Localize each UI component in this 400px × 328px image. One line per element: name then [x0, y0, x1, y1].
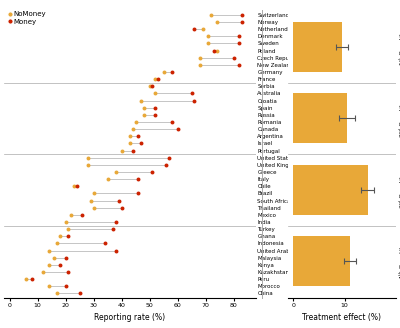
Point — [68, 212, 74, 217]
Point — [236, 41, 242, 46]
Point — [160, 70, 167, 75]
Point — [46, 248, 52, 253]
Point — [200, 27, 206, 32]
Point — [197, 55, 203, 60]
Point — [116, 198, 122, 203]
X-axis label: Reporting rate (%): Reporting rate (%) — [94, 313, 166, 322]
Point — [239, 12, 245, 17]
Point — [65, 269, 72, 275]
Point — [65, 234, 72, 239]
Point — [118, 148, 125, 153]
Point — [113, 169, 119, 174]
Point — [118, 205, 125, 210]
Point — [65, 227, 72, 232]
Point — [138, 98, 144, 103]
Point — [152, 76, 158, 82]
Point — [152, 105, 158, 110]
Point — [211, 48, 217, 53]
Point — [90, 205, 97, 210]
Point — [62, 284, 69, 289]
Point — [62, 219, 69, 225]
Point — [23, 277, 30, 282]
X-axis label: Treatment effect (%): Treatment effect (%) — [302, 313, 382, 322]
Point — [40, 269, 46, 275]
Point — [62, 255, 69, 260]
Point — [85, 155, 91, 160]
Point — [88, 198, 94, 203]
Point — [141, 105, 147, 110]
Point — [46, 284, 52, 289]
Point — [135, 134, 142, 139]
Point — [74, 184, 80, 189]
Point — [127, 141, 133, 146]
Point — [135, 176, 142, 182]
Point — [146, 84, 153, 89]
Point — [130, 127, 136, 132]
Point — [191, 27, 198, 32]
Point — [166, 155, 172, 160]
Point — [102, 241, 108, 246]
Point — [46, 262, 52, 268]
Point — [29, 277, 35, 282]
Point — [71, 184, 77, 189]
Point — [208, 12, 214, 17]
Point — [85, 162, 91, 168]
Point — [230, 55, 237, 60]
Point — [57, 262, 63, 268]
Bar — [293, 236, 350, 286]
Legend: NoMoney, Money: NoMoney, Money — [8, 10, 47, 25]
Point — [197, 62, 203, 68]
Point — [169, 70, 175, 75]
Point — [155, 76, 161, 82]
Point — [57, 234, 63, 239]
Point — [113, 219, 119, 225]
Bar — [293, 22, 342, 72]
Point — [236, 62, 242, 68]
Point — [141, 112, 147, 117]
Bar — [293, 93, 347, 143]
Point — [51, 255, 58, 260]
Point — [214, 48, 220, 53]
Point — [90, 191, 97, 196]
Point — [239, 19, 245, 25]
Point — [188, 91, 195, 96]
Point — [113, 248, 119, 253]
Point — [152, 91, 158, 96]
Point — [149, 84, 156, 89]
Point — [205, 34, 212, 39]
Point — [130, 148, 136, 153]
Point — [76, 291, 83, 296]
Point — [214, 19, 220, 25]
Point — [152, 112, 158, 117]
Point — [54, 241, 60, 246]
Point — [149, 169, 156, 174]
Point — [127, 134, 133, 139]
Point — [191, 98, 198, 103]
Point — [169, 119, 175, 125]
Point — [174, 127, 181, 132]
Point — [236, 34, 242, 39]
Point — [138, 141, 144, 146]
Point — [132, 119, 139, 125]
Point — [104, 176, 111, 182]
Point — [79, 212, 86, 217]
Bar — [293, 165, 368, 215]
Point — [205, 41, 212, 46]
Point — [110, 227, 116, 232]
Point — [135, 191, 142, 196]
Point — [54, 291, 60, 296]
Point — [163, 162, 170, 168]
